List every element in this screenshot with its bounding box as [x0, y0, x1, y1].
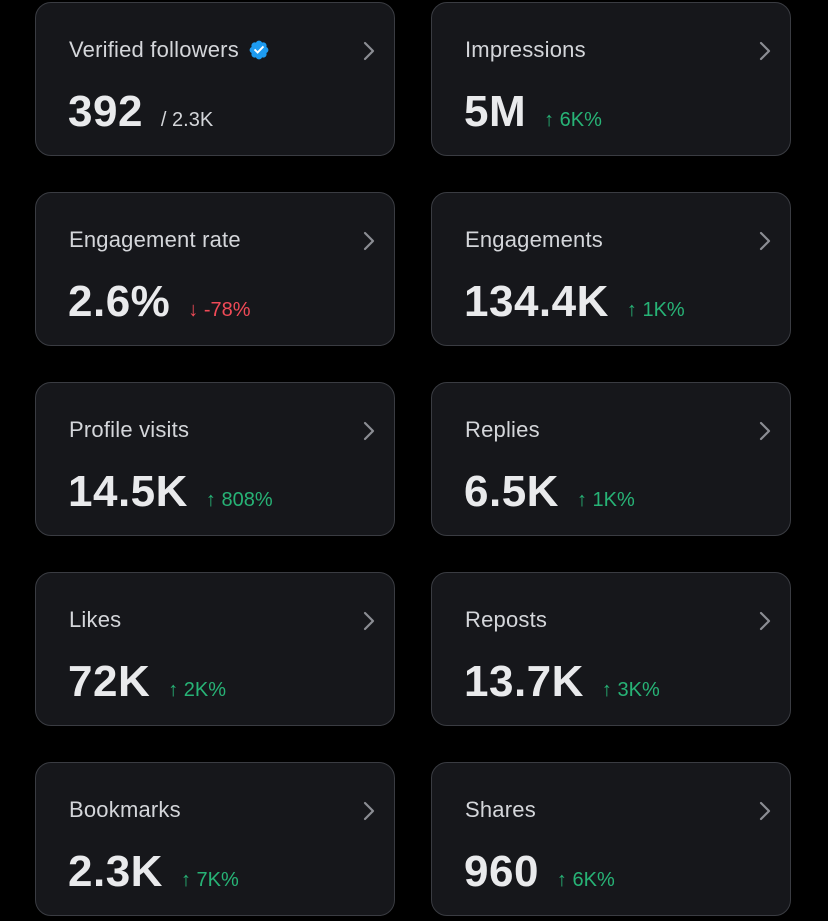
chevron-right-icon	[363, 421, 375, 441]
card-label: Likes	[69, 607, 122, 632]
metric-change: ↑ 2K%	[168, 679, 227, 701]
card-reposts[interactable]: Reposts 13.7K ↑ 3K%	[431, 572, 791, 726]
chevron-right-icon	[363, 801, 375, 821]
card-label: Bookmarks	[69, 797, 181, 822]
card-bookmarks[interactable]: Bookmarks 2.3K ↑ 7K%	[35, 762, 395, 916]
chevron-right-icon	[759, 421, 771, 441]
card-replies[interactable]: Replies 6.5K ↑ 1K%	[431, 382, 791, 536]
card-label: Engagements	[465, 227, 603, 252]
card-label: Reposts	[465, 607, 548, 632]
chevron-right-icon	[363, 611, 375, 631]
metric-value: 72K	[68, 657, 151, 706]
value-row: 72K ↑ 2K%	[68, 657, 226, 707]
card-label: Verified followers	[69, 37, 239, 62]
metric-change: ↓ -78%	[188, 299, 251, 321]
metric-value: 960	[464, 847, 539, 896]
card-impressions[interactable]: Impressions 5M ↑ 6K%	[431, 2, 791, 156]
metric-value: 134.4K	[464, 277, 609, 326]
metric-value: 5M	[464, 87, 527, 136]
chevron-right-icon	[759, 41, 771, 61]
value-row: 960 ↑ 6K%	[464, 847, 615, 897]
metric-value: 14.5K	[68, 467, 188, 516]
metric-change: ↑ 7K%	[180, 869, 239, 891]
value-row: 134.4K ↑ 1K%	[464, 277, 685, 327]
value-row: 392 / 2.3K	[68, 87, 213, 137]
chevron-right-icon	[759, 231, 771, 251]
chevron-right-icon	[363, 231, 375, 251]
metric-change: ↑ 808%	[205, 489, 273, 511]
card-label-container: Verified followers	[69, 37, 270, 63]
metric-value: 2.6%	[68, 277, 171, 326]
value-row: 6.5K ↑ 1K%	[464, 467, 635, 517]
card-label: Shares	[465, 797, 536, 822]
card-verified-followers[interactable]: Verified followers 392 / 2.3K	[35, 2, 395, 156]
metric-value: 6.5K	[464, 467, 559, 516]
value-row: 5M ↑ 6K%	[464, 87, 602, 137]
value-row: 2.6% ↓ -78%	[68, 277, 251, 327]
metric-value: 13.7K	[464, 657, 584, 706]
card-shares[interactable]: Shares 960 ↑ 6K%	[431, 762, 791, 916]
value-row: 2.3K ↑ 7K%	[68, 847, 239, 897]
metric-change: ↑ 3K%	[601, 679, 660, 701]
metric-value: 392	[68, 87, 143, 136]
card-label: Engagement rate	[69, 227, 241, 252]
metric-total: / 2.3K	[160, 109, 214, 131]
chevron-right-icon	[363, 41, 375, 61]
metric-value: 2.3K	[68, 847, 163, 896]
value-row: 13.7K ↑ 3K%	[464, 657, 660, 707]
card-engagements[interactable]: Engagements 134.4K ↑ 1K%	[431, 192, 791, 346]
card-likes[interactable]: Likes 72K ↑ 2K%	[35, 572, 395, 726]
card-profile-visits[interactable]: Profile visits 14.5K ↑ 808%	[35, 382, 395, 536]
value-row: 14.5K ↑ 808%	[68, 467, 273, 517]
metric-change: ↑ 6K%	[556, 869, 615, 891]
chevron-right-icon	[759, 801, 771, 821]
card-label: Impressions	[465, 37, 586, 62]
chevron-right-icon	[759, 611, 771, 631]
metric-change: ↑ 1K%	[626, 299, 685, 321]
metric-change: ↑ 1K%	[576, 489, 635, 511]
card-label: Profile visits	[69, 417, 190, 442]
metric-change: ↑ 6K%	[544, 109, 602, 131]
verified-badge-icon	[249, 40, 269, 60]
card-label: Replies	[465, 417, 540, 442]
card-engagement-rate[interactable]: Engagement rate 2.6% ↓ -78%	[35, 192, 395, 346]
